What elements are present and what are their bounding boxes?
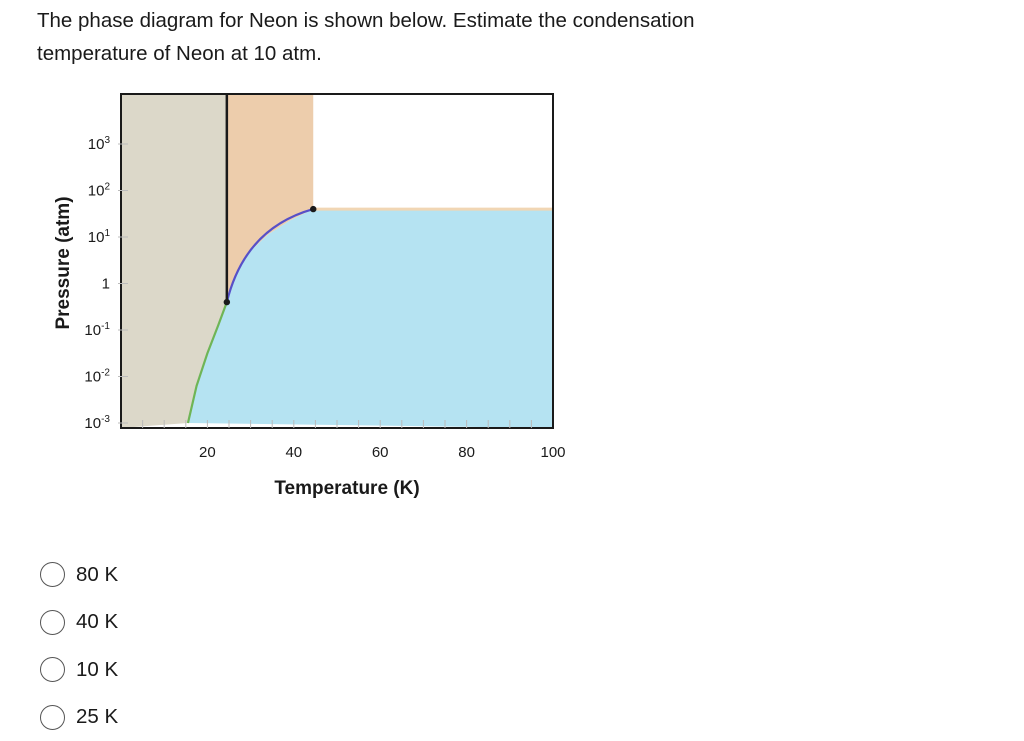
- y-tick-label: 101: [88, 228, 111, 246]
- option-25k[interactable]: 25 K: [40, 694, 118, 741]
- x-tick-label: 60: [372, 444, 389, 461]
- critical-point: [310, 206, 316, 212]
- triple-point: [224, 299, 230, 305]
- option-label: 40 K: [76, 610, 118, 634]
- y-tick-label: 1: [102, 276, 110, 293]
- radio-button[interactable]: [40, 610, 65, 635]
- x-tick-label: 100: [540, 444, 565, 461]
- radio-button[interactable]: [40, 705, 65, 730]
- radio-button[interactable]: [40, 562, 65, 587]
- y-tick-label: 102: [88, 182, 111, 200]
- option-40k[interactable]: 40 K: [40, 599, 118, 647]
- option-label: 80 K: [76, 563, 118, 587]
- y-tick-label: 103: [88, 135, 111, 153]
- y-tick-label: 10-1: [84, 321, 110, 339]
- option-80k[interactable]: 80 K: [40, 551, 118, 599]
- option-label: 25 K: [76, 705, 118, 729]
- answer-options: 80 K 40 K 10 K 25 K: [40, 551, 118, 741]
- option-10k[interactable]: 10 K: [40, 646, 118, 694]
- x-axis-title: Temperature (K): [274, 478, 419, 499]
- y-axis-title: Pressure (atm): [53, 196, 74, 329]
- phase-diagram: 20 40 60 80 100 10-3 10-2 10-1 1 101 102 103 Tempe…: [0, 0, 1024, 520]
- radio-button[interactable]: [40, 657, 65, 682]
- y-tick-label: 10-3: [84, 414, 110, 432]
- x-tick-label: 40: [285, 444, 302, 461]
- option-label: 10 K: [76, 658, 118, 682]
- x-tick-label: 80: [458, 444, 475, 461]
- x-tick-label: 20: [199, 444, 216, 461]
- phase-regions: [121, 94, 553, 428]
- y-tick-label: 10-2: [84, 368, 110, 386]
